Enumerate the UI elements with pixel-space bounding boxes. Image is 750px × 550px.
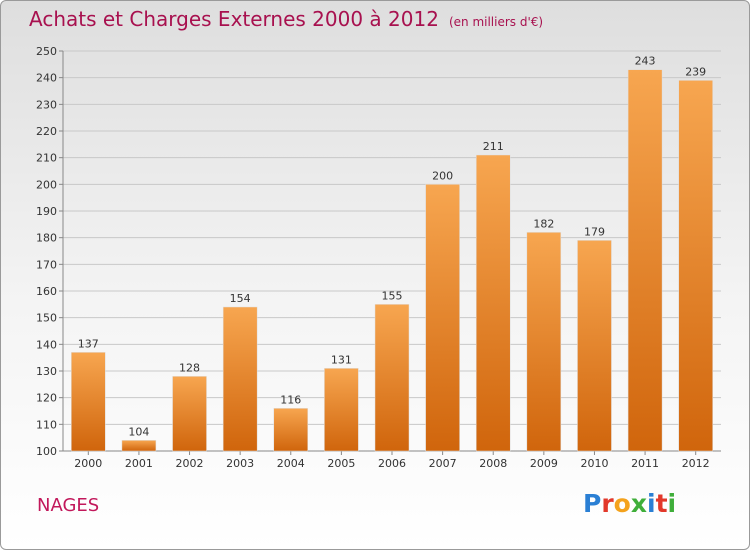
axis-layer: 100 110 120 130 140 150 160 170 180 190 200 210 220 2… xyxy=(36,45,721,470)
y-tick-label: 150 xyxy=(36,312,57,325)
data-label: 154 xyxy=(230,292,251,305)
logo-letter: P xyxy=(583,489,602,518)
bar xyxy=(273,408,309,452)
x-tick-label: 2009 xyxy=(530,457,558,470)
logo-letter: i xyxy=(647,489,656,518)
bar xyxy=(425,184,460,452)
y-tick-label: 240 xyxy=(36,72,57,85)
bar xyxy=(577,240,612,452)
x-tick-label: 2000 xyxy=(74,457,102,470)
y-tick-label: 120 xyxy=(36,392,57,405)
y-tick-label: 170 xyxy=(36,258,57,271)
bar xyxy=(627,69,663,452)
bar xyxy=(121,440,157,452)
chart-subtitle: (en milliers d'€) xyxy=(448,15,544,29)
data-label: 128 xyxy=(179,361,200,374)
data-label: 211 xyxy=(483,140,504,153)
x-tick-label: 2007 xyxy=(429,457,457,470)
logo-letter: t xyxy=(655,489,668,518)
y-tick-label: 250 xyxy=(36,45,57,58)
bar xyxy=(678,80,713,452)
x-tick-label: 2008 xyxy=(479,457,507,470)
x-tick-label: 2003 xyxy=(226,457,254,470)
data-label: 243 xyxy=(635,55,656,68)
bar xyxy=(324,368,359,452)
y-tick-label: 130 xyxy=(36,365,57,378)
y-tick-label: 190 xyxy=(36,205,57,218)
bar xyxy=(172,376,207,452)
y-tick-label: 210 xyxy=(36,152,57,165)
y-tick-label: 180 xyxy=(36,232,57,245)
y-tick-label: 230 xyxy=(36,98,57,111)
bar xyxy=(475,154,511,452)
y-tick-label: 110 xyxy=(36,418,57,431)
data-label: 179 xyxy=(584,225,605,238)
y-tick-label: 200 xyxy=(36,178,57,191)
x-tick-label: 2010 xyxy=(580,457,608,470)
data-label: 239 xyxy=(685,65,706,78)
data-label: 137 xyxy=(78,337,99,350)
x-tick-label: 2002 xyxy=(176,457,204,470)
label-layer: 137 104 128 154 116 131 155 200 211 182 179 243 239 xyxy=(78,55,706,439)
y-tick-label: 100 xyxy=(36,445,57,458)
logo-letter: x xyxy=(630,489,647,518)
logo-letter: r xyxy=(601,489,614,518)
data-label: 200 xyxy=(432,169,453,182)
data-label: 104 xyxy=(128,425,149,438)
x-tick-label: 2011 xyxy=(631,457,659,470)
proxiti-logo: Proxiti xyxy=(583,489,676,518)
logo-letter: i xyxy=(667,489,677,518)
y-tick-label: 140 xyxy=(36,338,57,351)
bar-layer xyxy=(71,69,713,452)
data-label: 131 xyxy=(331,353,352,366)
commune-name: NAGES xyxy=(37,495,100,516)
chart-title: Achats et Charges Externes 2000 à 2012 (e… xyxy=(29,7,543,31)
data-label: 182 xyxy=(533,217,554,230)
y-tick-label: 160 xyxy=(36,285,57,298)
logo-letter: o xyxy=(613,489,631,518)
bar xyxy=(71,352,106,452)
data-label: 116 xyxy=(280,393,301,406)
bar xyxy=(374,304,410,452)
chart-title-text: Achats et Charges Externes 2000 à 2012 xyxy=(29,7,439,31)
bar xyxy=(526,232,562,452)
x-tick-label: 2005 xyxy=(327,457,355,470)
bar xyxy=(222,306,258,452)
y-tick-label: 220 xyxy=(36,125,57,138)
x-tick-label: 2006 xyxy=(378,457,406,470)
x-tick-label: 2012 xyxy=(682,457,710,470)
x-tick-label: 2001 xyxy=(125,457,153,470)
x-tick-label: 2004 xyxy=(277,457,305,470)
data-label: 155 xyxy=(382,289,403,302)
